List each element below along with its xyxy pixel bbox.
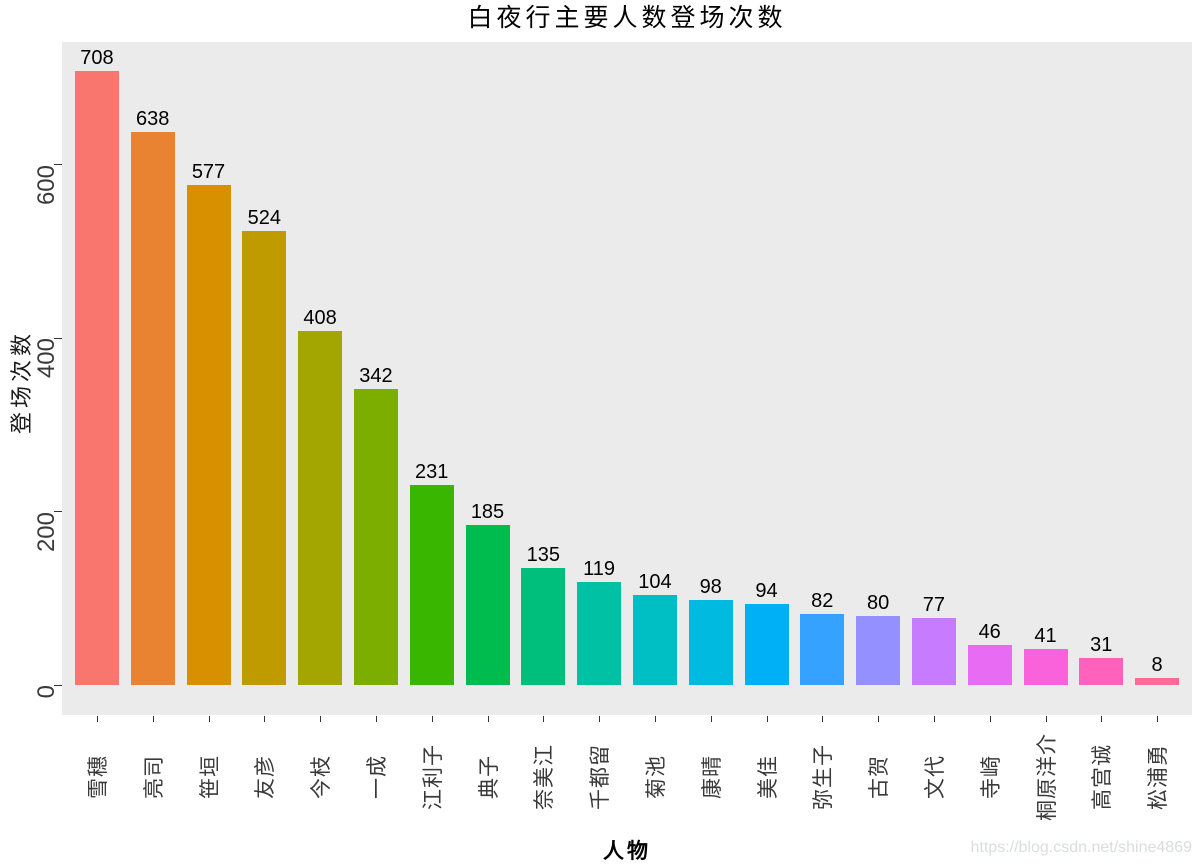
bar [1023, 649, 1068, 685]
x-category-label-text: 亮司 [141, 755, 166, 799]
x-category-label-text: 文代 [922, 755, 947, 799]
bar [856, 615, 901, 685]
x-tick [431, 716, 433, 722]
bar [911, 618, 956, 685]
bar-value-label: 82 [811, 589, 834, 612]
x-category-label-text: 奈美江 [532, 744, 557, 810]
x-tick [543, 716, 545, 722]
x-axis-title: 人物 [603, 839, 651, 863]
y-tick-label: 400 [33, 338, 60, 379]
bar-value-label: 708 [80, 47, 114, 70]
x-tick [1045, 716, 1047, 722]
x-category-label-text: 康晴 [699, 755, 724, 799]
x-category-label-text: 弥生子 [811, 744, 836, 810]
x-category-label-text: 友彦 [253, 755, 278, 799]
bar [242, 230, 287, 685]
y-tick [54, 164, 62, 166]
bar-value-label: 104 [638, 570, 672, 593]
bar [298, 331, 343, 685]
x-category-label-text: 松浦勇 [1146, 744, 1171, 810]
bar [800, 613, 845, 685]
x-category-label-text: 江利子 [420, 744, 445, 810]
bar-value-label: 41 [1034, 625, 1057, 648]
bar [130, 132, 175, 685]
x-category-label-text: 雪穗 [85, 755, 110, 799]
bar-value-label: 231 [415, 460, 449, 483]
bar [409, 484, 454, 685]
bar [967, 645, 1012, 685]
x-tick [320, 716, 322, 722]
bar-value-label: 98 [699, 576, 722, 599]
bar [577, 581, 622, 685]
x-tick [375, 716, 377, 722]
x-tick [933, 716, 935, 722]
x-tick [208, 716, 210, 722]
bar [74, 71, 119, 685]
x-tick [878, 716, 880, 722]
x-tick [654, 716, 656, 722]
bar-value-label: 135 [526, 543, 560, 566]
x-tick [766, 716, 768, 722]
x-category-label-text: 今枝 [309, 755, 334, 799]
bar [1135, 678, 1180, 685]
y-tick-label: 600 [33, 164, 60, 206]
x-tick [152, 716, 154, 722]
watermark: https://blog.csdn.net/shine4869 [970, 839, 1193, 856]
bar [186, 184, 231, 685]
x-category-label-text: 桐原洋介 [1034, 733, 1059, 821]
x-tick [264, 716, 266, 722]
y-tick-label: 0 [33, 685, 60, 699]
bar [521, 567, 566, 685]
x-tick [1157, 716, 1159, 722]
y-tick [54, 337, 62, 339]
bar [744, 603, 789, 685]
bar [632, 594, 677, 685]
x-category-label-text: 寺崎 [978, 755, 1003, 799]
bar [688, 600, 733, 685]
x-category-label-text: 高宫诚 [1090, 744, 1115, 810]
bar-value-label: 77 [922, 594, 946, 617]
bar-value-label: 119 [583, 557, 616, 580]
y-axis-title-text: 登场次数 [9, 329, 34, 435]
bar [353, 388, 398, 685]
bar-value-label: 80 [866, 591, 890, 614]
y-tick [54, 511, 62, 513]
bar-value-label: 8 [1151, 654, 1163, 677]
x-category-label-text: 千都留 [588, 744, 613, 810]
x-tick [710, 716, 712, 722]
bar-value-label: 408 [303, 307, 337, 330]
bar-value-label: 185 [470, 500, 505, 523]
bar-value-label: 342 [359, 364, 393, 387]
x-category-label-text: 典子 [476, 755, 501, 799]
y-tick-label: 200 [33, 511, 60, 552]
bar-value-label: 524 [247, 206, 281, 229]
bar-value-label: 31 [1090, 634, 1113, 657]
x-category-label-text: 美佳 [755, 755, 780, 799]
bar [465, 524, 510, 685]
x-tick [487, 716, 489, 722]
x-tick [96, 716, 98, 722]
plot-area: 708 638 577 524 408 342 231 185 135 119 104 98 94 82 8… [62, 42, 1192, 715]
x-category-label-text: 菊池 [643, 755, 668, 799]
x-tick [1101, 716, 1103, 722]
bar [1079, 658, 1124, 685]
bar-value-label: 577 [191, 160, 226, 183]
bar-value-label: 46 [978, 621, 1001, 644]
x-tick [822, 716, 824, 722]
x-category-label-text: 一成 [364, 755, 389, 799]
y-tick [54, 684, 62, 686]
x-category-label-text: 笹垣 [197, 755, 222, 799]
x-tick [599, 716, 601, 722]
chart-title: 白夜行主要人数登场次数 [467, 5, 787, 32]
bar-value-label: 94 [755, 579, 778, 602]
x-tick [989, 716, 991, 722]
bar-value-label: 638 [136, 108, 170, 131]
x-category-label-text: 古贺 [867, 755, 892, 799]
